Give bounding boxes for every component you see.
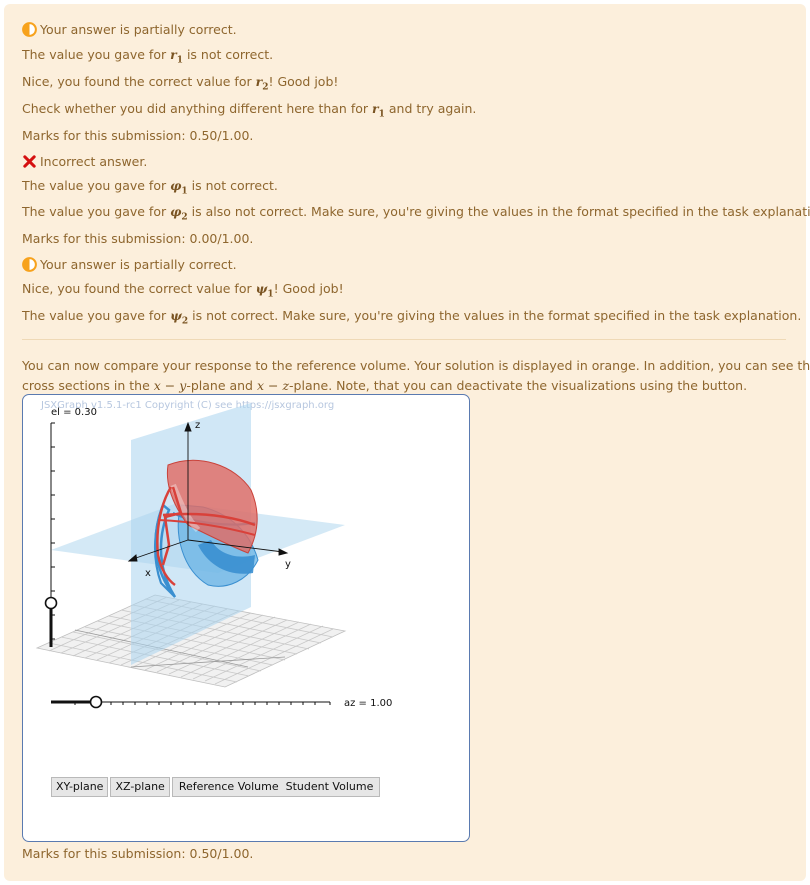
part2-line1: The value you gave for φ1 is not correct… — [22, 178, 278, 197]
part2-line2: The value you gave for φ2 is also not co… — [22, 204, 810, 223]
x-axis-label: x — [145, 568, 151, 579]
final-marks: Marks for this submission: 0.50/1.00. — [22, 846, 254, 861]
student-volume — [156, 459, 258, 587]
az-slider[interactable] — [51, 695, 331, 709]
part1-line2: Nice, you found the correct value for r2… — [22, 74, 339, 93]
half-circle-icon — [22, 22, 37, 37]
xz-plane-button[interactable]: XZ-plane — [110, 777, 170, 797]
board-button-row: XY-plane XZ-plane Reference Volume Stude… — [51, 777, 381, 797]
part1-line1: The value you gave for r1 is not correct… — [22, 47, 274, 66]
student-volume-label: Student Volume — [285, 780, 374, 793]
divider — [22, 339, 786, 340]
part2-status: Incorrect answer. — [22, 154, 147, 169]
y-axis-label: y — [285, 559, 291, 570]
xy-plane-button[interactable]: XY-plane — [51, 777, 109, 797]
axes — [127, 421, 289, 562]
part1-line3: Check whether you did anything different… — [22, 101, 477, 120]
reference-volume-label: Reference Volume — [178, 780, 279, 793]
az-label: az = 1.00 — [344, 698, 392, 709]
half-circle-icon — [22, 257, 37, 272]
el-label: el = 0.30 — [51, 407, 97, 418]
part2-marks: Marks for this submission: 0.00/1.00. — [22, 231, 254, 246]
part3-status: Your answer is partially correct. — [22, 257, 237, 272]
jsxgraph-board[interactable]: JSXGraph v1.5.1-rc1 Copyright (C) see ht… — [22, 394, 470, 842]
board-canvas: JSXGraph v1.5.1-rc1 Copyright (C) see ht… — [35, 400, 392, 709]
el-slider-handle[interactable] — [44, 596, 58, 610]
part3-line2: The value you gave for ψ2 is not correct… — [22, 308, 802, 327]
el-slider[interactable] — [44, 422, 58, 647]
status-text: Your answer is partially correct. — [40, 22, 237, 37]
part1-status: Your answer is partially correct. — [22, 22, 237, 37]
status-text: Your answer is partially correct. — [40, 257, 237, 272]
part3-line1: Nice, you found the correct value for ψ1… — [22, 281, 344, 300]
compare-line2: cross sections in the x − y-plane and x … — [22, 378, 748, 393]
reference-volume-button[interactable]: Reference Volume Student Volume — [171, 777, 381, 797]
z-axis-label: z — [195, 420, 200, 431]
cross-icon — [23, 155, 36, 168]
part1-marks: Marks for this submission: 0.50/1.00. — [22, 128, 254, 143]
az-slider-handle[interactable] — [89, 695, 103, 709]
copyright-text: JSXGraph v1.5.1-rc1 Copyright (C) see ht… — [40, 400, 334, 411]
status-text: Incorrect answer. — [40, 154, 148, 169]
compare-line1: You can now compare your response to the… — [22, 358, 810, 373]
